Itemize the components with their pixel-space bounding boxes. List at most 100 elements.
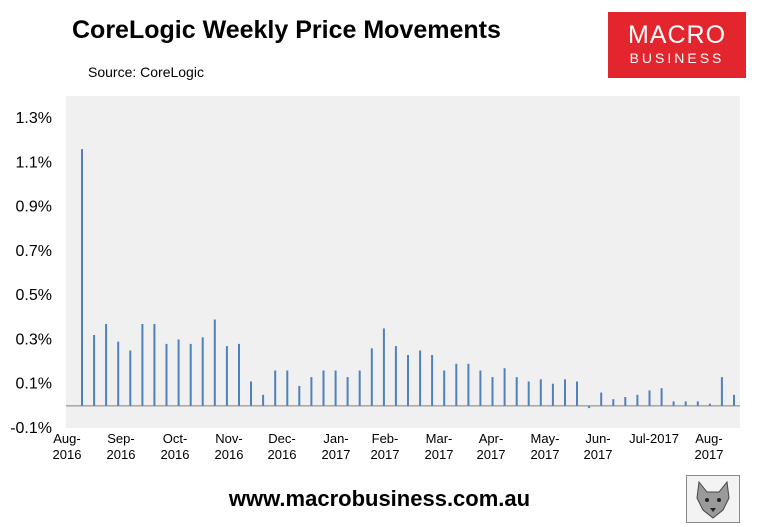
bar: [238, 343, 240, 406]
x-tick-month: Dec-: [268, 431, 295, 446]
bar: [358, 370, 361, 406]
x-tick-month: Jan-: [323, 431, 348, 446]
y-tick-label: 0.5%: [16, 287, 52, 304]
bar: [467, 363, 470, 406]
x-tick-month: May-: [531, 431, 560, 446]
bar: [201, 337, 204, 406]
bar: [117, 341, 120, 406]
x-tick-year: 2016: [268, 447, 297, 462]
bar: [141, 324, 144, 406]
bar: [443, 370, 446, 406]
bar: [527, 381, 530, 406]
bar: [733, 394, 735, 406]
x-tick-label: May-2017: [531, 431, 560, 462]
x-tick-label: Dec-2016: [268, 431, 297, 462]
bar: [334, 370, 337, 406]
x-tick-label: Mar-2017: [425, 431, 454, 462]
x-tick-month: Jun-: [585, 431, 610, 446]
bar: [165, 343, 168, 406]
bar: [636, 394, 639, 406]
x-tick-year: 2017: [371, 447, 400, 462]
bar: [105, 324, 108, 406]
bar: [274, 370, 277, 406]
x-tick-month: Aug-: [53, 431, 80, 446]
bar: [419, 350, 422, 406]
bar: [708, 403, 711, 406]
bar: [262, 394, 265, 406]
bar: [648, 390, 651, 406]
bar: [600, 392, 603, 406]
bar: [564, 379, 566, 406]
x-tick-label: Oct-2016: [161, 431, 190, 462]
x-tick-label: Jan-2017: [322, 431, 351, 462]
bar: [93, 335, 96, 406]
y-tick-label: 1.3%: [16, 110, 52, 127]
x-tick-year: 2017: [425, 447, 454, 462]
x-tick-month: Mar-: [426, 431, 453, 446]
bar: [153, 324, 156, 406]
bar: [479, 370, 482, 406]
chart-source: Source: CoreLogic: [88, 64, 204, 80]
y-tick-label: -0.1%: [10, 420, 52, 437]
bar: [213, 319, 216, 406]
bar: [177, 339, 180, 406]
x-tick-label: Aug-2017: [695, 431, 724, 462]
bar: [491, 377, 494, 406]
x-tick-month: Feb-: [372, 431, 399, 446]
bar: [407, 355, 409, 406]
x-tick-month: Aug-: [695, 431, 722, 446]
x-tick-label: Aug-2016: [53, 431, 82, 462]
logo-line-macro: MACRO: [627, 21, 727, 49]
bar: [129, 350, 132, 406]
bar: [81, 149, 83, 406]
bar: [189, 343, 192, 406]
x-tick-year: 2016: [161, 447, 190, 462]
x-tick-month: Sep-: [107, 431, 134, 446]
bar: [310, 377, 313, 406]
bar: [551, 383, 554, 406]
y-tick-label: 0.7%: [16, 243, 52, 260]
y-tick-label: 0.9%: [16, 199, 52, 216]
bar: [298, 385, 301, 406]
x-tick-label: Sep-2016: [107, 431, 136, 462]
bar: [684, 401, 687, 406]
x-tick-month: Nov-: [215, 431, 242, 446]
x-tick-year: 2016: [215, 447, 244, 462]
bar: [370, 348, 373, 406]
bar: [696, 401, 699, 406]
x-tick-year: 2016: [53, 447, 82, 462]
x-tick-year: 2017: [322, 447, 351, 462]
x-tick-label: Jun-2017: [584, 431, 613, 462]
bar: [720, 377, 723, 406]
x-tick-label: Jul-2017: [629, 431, 679, 446]
bar: [250, 381, 252, 406]
bar: [503, 368, 506, 406]
bar: [515, 377, 518, 406]
y-tick-label: 0.3%: [16, 331, 52, 348]
bar: [431, 355, 434, 406]
x-tick-month: Jul-2017: [629, 431, 679, 446]
y-tick-label: 0.1%: [16, 376, 52, 393]
bar: [624, 397, 627, 406]
bar: [455, 363, 458, 406]
bar: [660, 388, 663, 406]
bar: [346, 377, 349, 406]
bar: [286, 370, 289, 406]
bar-chart: -0.1%0.1%0.3%0.5%0.7%0.9%1.1%1.3% Aug-20…: [10, 96, 740, 462]
x-tick-year: 2016: [107, 447, 136, 462]
macrobusiness-logo[interactable]: MACRO BUSINESS: [608, 12, 746, 78]
x-tick-year: 2017: [531, 447, 560, 462]
bar: [576, 381, 578, 406]
bar: [225, 346, 228, 406]
wolf-head-icon: [686, 475, 740, 523]
bar: [394, 346, 397, 406]
bar: [382, 328, 385, 406]
bar: [672, 401, 675, 406]
x-tick-month: Apr-: [479, 431, 504, 446]
footer-url[interactable]: www.macrobusiness.com.au: [228, 486, 531, 511]
x-tick-label: Apr-2017: [477, 431, 506, 462]
y-tick-label: 1.1%: [16, 154, 52, 171]
bar: [588, 405, 591, 409]
x-axis-tick-labels: Aug-2016Sep-2016Oct-2016Nov-2016Dec-2016…: [53, 431, 724, 462]
logo-line-business: BUSINESS: [629, 50, 725, 66]
